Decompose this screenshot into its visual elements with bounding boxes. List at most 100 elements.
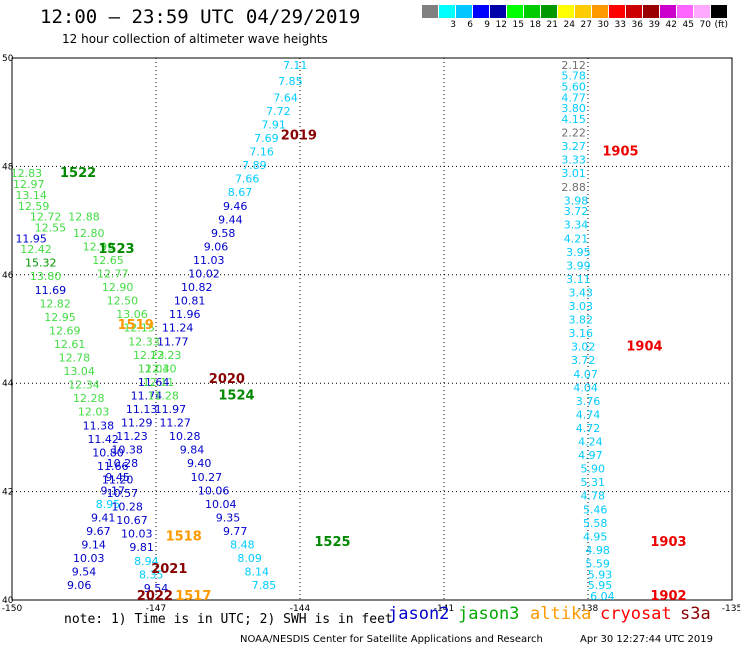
wave-height-value: 7.91	[261, 118, 286, 131]
wave-height-value: 3.16	[569, 327, 594, 340]
wave-height-value: 5.95	[588, 579, 613, 592]
wave-height-value: 10.67	[116, 514, 148, 527]
wave-height-value: 11.97	[155, 403, 187, 416]
wave-height-value: 9.41	[91, 511, 116, 524]
wave-height-value: 12.61	[54, 338, 86, 351]
pass-number-label: 1905	[602, 145, 638, 160]
wave-height-value: 11.96	[169, 308, 201, 321]
wave-height-value: 4.95	[583, 530, 608, 543]
legend-label: 18	[529, 20, 541, 30]
wave-height-value: 9.46	[223, 200, 248, 213]
wave-height-value: 13.80	[30, 270, 62, 283]
legend-swatch	[643, 5, 660, 18]
wave-height-value: 9.17	[101, 484, 126, 497]
wave-height-value: 10.57	[107, 487, 139, 500]
pass-number-label: 1517	[175, 589, 211, 604]
y-tick-label: 40	[2, 596, 14, 606]
wave-height-value: 4.72	[576, 422, 601, 435]
wave-height-value: 11.74	[131, 389, 163, 402]
wave-height-value: 8.95	[96, 498, 121, 511]
wave-height-value: 7.89	[242, 159, 267, 172]
wave-height-value: 11.13	[126, 403, 158, 416]
wave-height-value: 12.83	[11, 167, 43, 180]
legend-swatch	[541, 5, 558, 18]
wave-height-value: 10.06	[198, 484, 230, 497]
wave-height-value: 12.15	[123, 322, 155, 335]
wave-height-value: 3.95	[566, 246, 591, 259]
pass-number-label: 1904	[626, 340, 662, 355]
wave-height-value: 4.07	[573, 368, 598, 381]
wave-height-value: 7.64	[273, 91, 298, 104]
legend-label: 30	[597, 20, 609, 30]
satellite-cryosat: cryosat	[600, 604, 672, 624]
wave-height-value: 13.04	[63, 365, 95, 378]
y-tick-label: 44	[2, 379, 14, 389]
wave-height-value: 5.93	[588, 568, 613, 581]
wave-height-value: 3.82	[569, 314, 594, 327]
wave-height-value: 9.54	[72, 566, 97, 579]
wave-height-value: 11.38	[83, 419, 115, 432]
wave-height-value: 3.99	[566, 259, 591, 272]
pass-number-label: 2022	[137, 589, 173, 604]
wave-height-value: 7.72	[266, 105, 291, 118]
wave-height-value: 11.20	[102, 473, 134, 486]
wave-height-value: 7.16	[249, 146, 274, 159]
wave-height-value: 9.81	[129, 541, 154, 554]
wave-height-value: 2.88	[561, 181, 586, 194]
wave-height-value: 5.46	[583, 503, 608, 516]
satellite-altika: altika	[530, 604, 592, 624]
wave-height-value: 12.33	[128, 335, 160, 348]
wave-height-value: 12.77	[97, 268, 129, 281]
legend-label: 36	[631, 20, 643, 30]
y-tick-label: 50	[2, 54, 14, 64]
wave-height-value: 10.81	[174, 295, 206, 308]
wave-height-value: 7.85	[252, 579, 277, 592]
y-tick-label: 42	[2, 488, 13, 498]
wave-height-value: 12.04	[138, 362, 170, 375]
wave-height-value: 15.32	[25, 257, 57, 270]
wave-height-value: 12.72	[30, 211, 62, 224]
wave-height-value: 9.77	[223, 525, 248, 538]
legend-label: 24	[563, 20, 575, 30]
page-title: 12:00 – 23:59 UTC 04/29/2019	[40, 6, 361, 28]
wave-height-value: 8.35	[139, 568, 164, 581]
wave-height-value: 5.58	[583, 517, 608, 530]
pass-number-label: 2020	[209, 372, 245, 387]
legend-swatch	[660, 5, 677, 18]
wave-height-value: 12.99	[83, 240, 115, 253]
color-scale-legend: 3 6 9 12 15 18 21 24 27 30 33 36 39 42 45 70 (ft)	[422, 5, 728, 30]
legend-swatch	[694, 5, 711, 18]
legend-label: 9	[484, 20, 490, 30]
wave-height-value: 10.38	[111, 444, 143, 457]
legend-swatch	[473, 5, 490, 18]
wave-height-value: 11.66	[97, 460, 129, 473]
x-tick-label: -141	[434, 604, 454, 614]
wave-height-value: 12.23	[133, 349, 165, 362]
wave-height-value: 12.80	[73, 227, 105, 240]
wave-height-value: 10.82	[181, 281, 213, 294]
wave-height-value: 2.22	[561, 127, 586, 140]
wave-height-value: 7.66	[235, 173, 260, 186]
legend-label: 15	[512, 20, 524, 30]
x-tick-label: -138	[578, 604, 599, 614]
legend-label: 45	[682, 20, 694, 30]
legend-swatch	[490, 5, 507, 18]
wave-height-value: 12.82	[39, 297, 71, 310]
legend-label: 12	[495, 20, 507, 30]
legend-swatch	[422, 5, 439, 18]
pass-number-label: 1525	[314, 535, 350, 550]
footer-note: note: 1) Time is in UTC; 2) SWH is in fe…	[64, 612, 393, 627]
pass-number-label: 1902	[650, 589, 686, 604]
wave-height-value: 5.31	[581, 476, 606, 489]
legend-label: 27	[580, 20, 592, 30]
legend-swatch	[575, 5, 592, 18]
wave-height-value: 13.14	[15, 189, 47, 202]
legend-label: 3	[450, 20, 456, 30]
wave-height-value: 9.84	[180, 444, 205, 457]
wave-height-value: 4.24	[578, 436, 603, 449]
wave-height-value: 11.27	[159, 417, 191, 430]
wave-height-value: 3.80	[561, 102, 586, 115]
pass-number-label: 1522	[60, 166, 96, 181]
wave-height-value: 4.98	[585, 544, 610, 557]
